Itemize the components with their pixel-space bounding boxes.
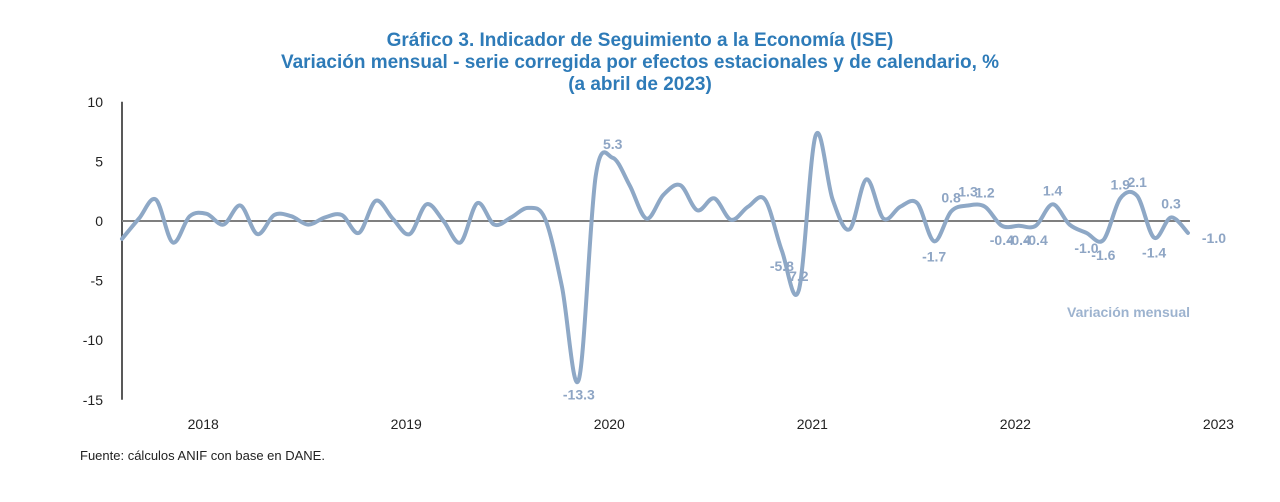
- data-label: -1.0: [1202, 230, 1226, 246]
- data-label: -13.3: [563, 387, 595, 403]
- data-label: 1.9: [1111, 176, 1131, 192]
- data-label: 2.1: [1127, 174, 1147, 190]
- chart-date-note: (a abril de 2023): [568, 74, 712, 95]
- data-label: -1.4: [1142, 245, 1166, 261]
- data-label: -0.4: [1024, 232, 1048, 248]
- data-label: -0.4: [990, 232, 1014, 248]
- y-tick-label: -5: [91, 273, 104, 289]
- y-tick-label: -15: [83, 392, 103, 408]
- x-tick-label: 2021: [797, 416, 828, 432]
- data-label: -1.6: [1091, 247, 1115, 263]
- data-label: -1.0: [1074, 240, 1098, 256]
- data-label: -5.8: [770, 258, 794, 274]
- data-label: 1.3: [958, 184, 978, 200]
- y-tick-label: 10: [87, 94, 103, 110]
- data-label: 1.4: [1043, 182, 1063, 198]
- y-tick-label: 5: [95, 153, 103, 169]
- x-tick-label: 2022: [1000, 416, 1031, 432]
- x-tick-label: 2018: [188, 416, 219, 432]
- data-label: 7.2: [789, 268, 809, 284]
- source-note: Fuente: cálculos ANIF con base en DANE.: [80, 448, 325, 463]
- data-label: -0.4: [1007, 232, 1031, 248]
- data-label: 1.2: [975, 185, 995, 201]
- chart-title: Gráfico 3. Indicador de Seguimiento a la…: [386, 30, 894, 51]
- data-label: 0.3: [1161, 195, 1181, 211]
- y-tick-label: -10: [83, 332, 103, 348]
- data-label: -1.7: [922, 248, 946, 264]
- x-tick-label: 2020: [594, 416, 625, 432]
- series-line: [120, 130, 1190, 385]
- legend-label: Variación mensual: [1067, 304, 1190, 320]
- x-tick-label: 2023: [1203, 416, 1234, 432]
- data-label: 0.8: [941, 189, 961, 205]
- y-tick-label: 0: [95, 213, 103, 229]
- chart-subtitle: Variación mensual - serie corregida por …: [280, 52, 1000, 73]
- data-label: 5.3: [603, 136, 623, 152]
- x-tick-label: 2019: [391, 416, 422, 432]
